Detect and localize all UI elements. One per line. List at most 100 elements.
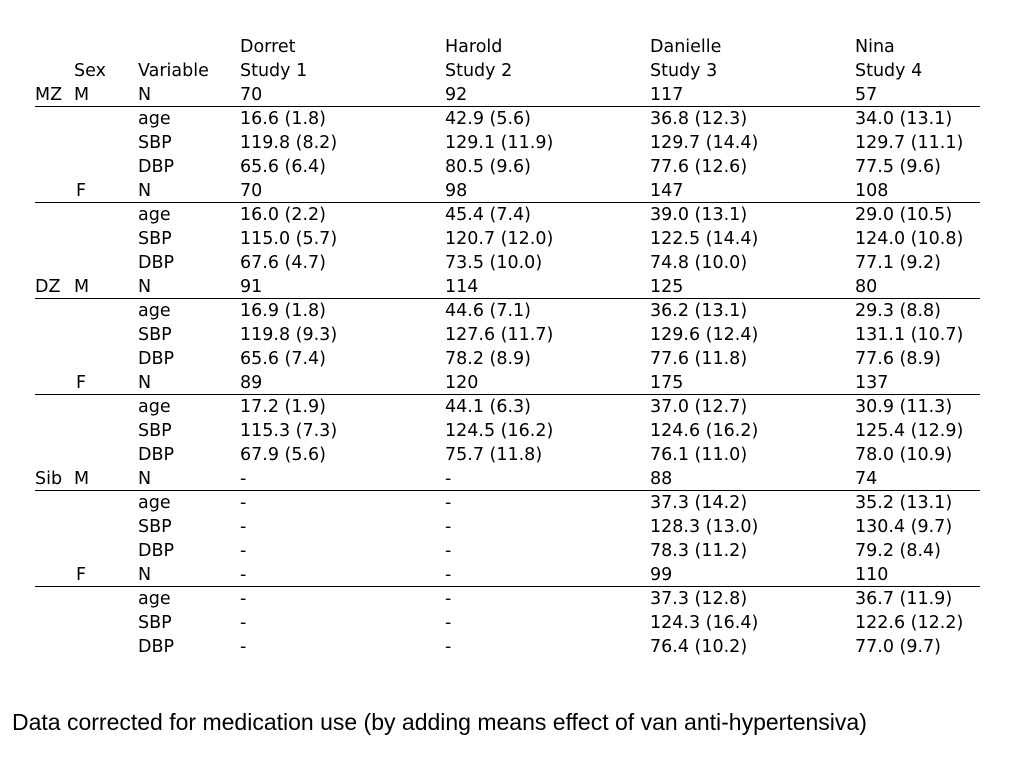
variable-cell: N — [138, 469, 152, 489]
table-row: age 16.0 (2.2) 45.4 (7.4) 39.0 (13.1) 29.0 (… — [35, 203, 980, 227]
table-row: SBP - - 124.3 (16.4) 122.6 (12.2) — [35, 611, 980, 635]
variable-cell: age — [138, 301, 171, 321]
study-4-cell: 108 — [855, 181, 889, 201]
table-row: SBP 115.0 (5.7) 120.7 (12.0) 122.5 (14.4) 12… — [35, 227, 980, 251]
study-3-cell: 128.3 (13.0) — [650, 517, 759, 537]
table-row: F N 70 98 147 108 — [35, 179, 980, 203]
study-2-cell: 92 — [445, 85, 468, 105]
table-row: DBP - - 76.4 (10.2) 77.0 (9.7) — [35, 635, 980, 659]
sex-cell: F — [76, 181, 87, 201]
variable-cell: N — [138, 277, 152, 297]
study-2-header: Study 2 — [445, 61, 513, 81]
study-3-cell: 129.6 (12.4) — [650, 325, 759, 345]
study-4-cell: 57 — [855, 85, 878, 105]
study-4-cell: 36.7 (11.9) — [855, 589, 953, 609]
variable-cell: N — [138, 565, 152, 585]
table-row: DBP 67.9 (5.6) 75.7 (11.8) 76.1 (11.0) 78.0 … — [35, 443, 980, 467]
table-row: F N 89 120 175 137 — [35, 371, 980, 395]
variable-cell: SBP — [138, 421, 172, 441]
study-2-cell: - — [445, 565, 452, 585]
study-3-cell: 77.6 (12.6) — [650, 157, 748, 177]
study-1-cell: 91 — [240, 277, 263, 297]
study-2-name: Harold — [445, 37, 503, 57]
study-2-cell: - — [445, 613, 452, 633]
table-row: Sib M N - - 88 74 — [35, 467, 980, 491]
table-row: DBP 67.6 (4.7) 73.5 (10.0) 74.8 (10.0) 77.1 … — [35, 251, 980, 275]
study-3-cell: 124.6 (16.2) — [650, 421, 759, 441]
variable-cell: DBP — [138, 157, 175, 177]
table-row: age - - 37.3 (14.2) 35.2 (13.1) — [35, 491, 980, 515]
variable-column-header: Variable — [138, 61, 209, 81]
variable-cell: N — [138, 373, 152, 393]
study-3-cell: 117 — [650, 85, 684, 105]
study-4-cell: 77.1 (9.2) — [855, 253, 942, 273]
study-1-cell: 65.6 (6.4) — [240, 157, 327, 177]
variable-cell: DBP — [138, 541, 175, 561]
variable-cell: age — [138, 205, 171, 225]
study-1-cell: - — [240, 565, 247, 585]
study-4-cell: 137 — [855, 373, 889, 393]
study-2-cell: 127.6 (11.7) — [445, 325, 554, 345]
study-4-cell: 122.6 (12.2) — [855, 613, 964, 633]
study-1-cell: 65.6 (7.4) — [240, 349, 327, 369]
study-4-cell: 131.1 (10.7) — [855, 325, 964, 345]
variable-cell: age — [138, 589, 171, 609]
table-row: MZ M N 70 92 117 57 — [35, 83, 980, 107]
study-4-cell: 74 — [855, 469, 878, 489]
variable-cell: age — [138, 493, 171, 513]
study-2-cell: 78.2 (8.9) — [445, 349, 532, 369]
sex-cell: F — [76, 565, 87, 585]
study-1-cell: 115.3 (7.3) — [240, 421, 338, 441]
variable-cell: SBP — [138, 613, 172, 633]
table-row: DBP - - 78.3 (11.2) 79.2 (8.4) — [35, 539, 980, 563]
study-4-name: Nina — [855, 37, 895, 57]
variable-cell: SBP — [138, 229, 172, 249]
table-body: MZ M N 70 92 117 57 age 16.6 (1.8) 42.9 (5.6) 36.8… — [35, 83, 980, 659]
study-1-cell: 119.8 (9.3) — [240, 325, 338, 345]
variable-cell: SBP — [138, 325, 172, 345]
study-4-cell: 30.9 (11.3) — [855, 397, 953, 417]
table-row: F N - - 99 110 — [35, 563, 980, 587]
study-1-cell: 17.2 (1.9) — [240, 397, 327, 417]
study-3-cell: 36.8 (12.3) — [650, 109, 748, 129]
table-row: SBP 115.3 (7.3) 124.5 (16.2) 124.6 (16.2) 12… — [35, 419, 980, 443]
footnote: Data corrected for medication use (by ad… — [12, 709, 867, 735]
study-3-cell: 74.8 (10.0) — [650, 253, 748, 273]
study-1-cell: - — [240, 589, 247, 609]
group-cell: MZ — [35, 85, 63, 105]
study-1-cell: 70 — [240, 85, 263, 105]
study-3-header: Study 3 — [650, 61, 718, 81]
study-1-cell: 16.6 (1.8) — [240, 109, 327, 129]
study-2-cell: - — [445, 589, 452, 609]
data-table: Dorret Harold Danielle Nina Sex Variable… — [35, 35, 980, 659]
study-4-cell: 129.7 (11.1) — [855, 133, 964, 153]
variable-cell: DBP — [138, 253, 175, 273]
study-1-name: Dorret — [240, 37, 296, 57]
study-1-cell: - — [240, 541, 247, 561]
study-2-cell: - — [445, 637, 452, 657]
study-3-cell: 77.6 (11.8) — [650, 349, 748, 369]
sex-column-header: Sex — [74, 61, 106, 81]
study-3-cell: 36.2 (13.1) — [650, 301, 748, 321]
study-1-cell: 89 — [240, 373, 263, 393]
study-3-cell: 124.3 (16.4) — [650, 613, 759, 633]
study-2-cell: - — [445, 469, 452, 489]
sex-cell: M — [74, 85, 90, 105]
study-3-cell: 147 — [650, 181, 684, 201]
study-3-cell: 175 — [650, 373, 684, 393]
variable-cell: age — [138, 109, 171, 129]
study-2-cell: 42.9 (5.6) — [445, 109, 532, 129]
sex-cell: M — [74, 277, 90, 297]
study-1-cell: - — [240, 469, 247, 489]
variable-cell: age — [138, 397, 171, 417]
table-row: SBP 119.8 (9.3) 127.6 (11.7) 129.6 (12.4) 13… — [35, 323, 980, 347]
study-2-cell: 44.1 (6.3) — [445, 397, 532, 417]
variable-cell: N — [138, 85, 152, 105]
study-1-cell: - — [240, 517, 247, 537]
study-3-cell: 122.5 (14.4) — [650, 229, 759, 249]
table-row: age 17.2 (1.9) 44.1 (6.3) 37.0 (12.7) 30.9 (… — [35, 395, 980, 419]
study-2-cell: 114 — [445, 277, 479, 297]
study-1-header: Study 1 — [240, 61, 308, 81]
study-2-cell: 44.6 (7.1) — [445, 301, 532, 321]
study-3-name: Danielle — [650, 37, 722, 57]
